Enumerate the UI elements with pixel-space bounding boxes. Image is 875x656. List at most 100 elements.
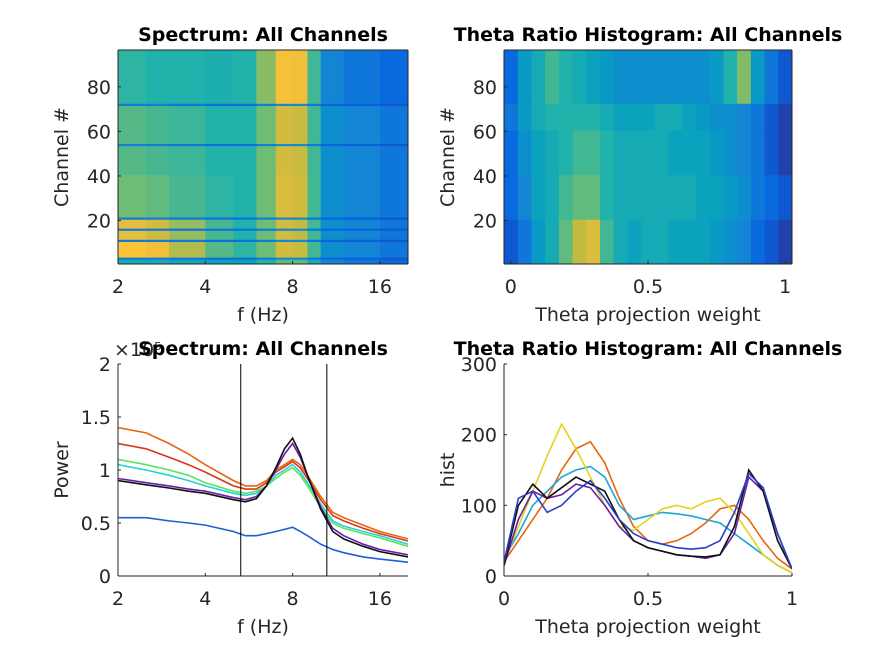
- x-tick-label: 8: [287, 276, 299, 298]
- heatmap-cell: [558, 130, 574, 176]
- heatmap-cell: [778, 50, 792, 104]
- y-exponent: ×10⁵: [114, 339, 162, 361]
- heatmap-cell: [545, 103, 560, 131]
- heatmap-cell: [379, 228, 408, 231]
- heatmap-cell: [118, 257, 147, 260]
- heatmap-cell: [205, 105, 234, 144]
- heatmap-cell: [572, 130, 587, 176]
- heatmap-cell: [169, 257, 206, 260]
- heatmap-cell: [586, 103, 601, 131]
- heatmap-cell: [307, 143, 322, 147]
- heatmap-cell: [343, 257, 381, 260]
- heatmap-cell: [343, 228, 381, 231]
- heatmap-cell: [750, 50, 766, 104]
- x-axis-label: Theta projection weight: [534, 304, 760, 326]
- heatmap-cell: [169, 239, 206, 243]
- heatmap-cell: [292, 145, 308, 176]
- heatmap-cell: [517, 103, 532, 131]
- heatmap-cell: [146, 230, 170, 240]
- heatmap-cell: [379, 219, 408, 229]
- heatmap-cell: [292, 239, 308, 243]
- heatmap-cell: [118, 217, 147, 220]
- heatmap-cell: [723, 50, 738, 104]
- heatmap-cell: [169, 259, 206, 264]
- heatmap-cell: [146, 145, 170, 176]
- heatmap-cell: [613, 130, 628, 176]
- heatmap-cell: [600, 50, 615, 104]
- heatmap-cell: [292, 143, 308, 147]
- heatmap-cell: [146, 219, 170, 229]
- heatmap-cell: [750, 103, 766, 131]
- heatmap-cell: [696, 103, 711, 131]
- heatmap-cell: [233, 105, 257, 144]
- heatmap-cell: [256, 259, 277, 264]
- heatmap-cell: [641, 130, 656, 176]
- heatmap-cell: [531, 219, 546, 264]
- heatmap-cell: [169, 105, 206, 144]
- heatmap-cell: [146, 50, 170, 104]
- heatmap-cell: [668, 130, 683, 176]
- heatmap-cell: [320, 257, 345, 260]
- heatmap-cell: [750, 174, 766, 220]
- heatmap-cell: [379, 145, 408, 176]
- heatmap-cell: [307, 217, 322, 220]
- heatmap-cell: [169, 145, 206, 176]
- heatmap-cell: [764, 103, 779, 131]
- heatmap-cell: [531, 130, 546, 176]
- x-tick-label: 16: [368, 588, 392, 610]
- heatmap-cell: [558, 50, 574, 104]
- heatmap-cell: [545, 219, 560, 264]
- heatmap-cell: [146, 259, 170, 264]
- heatmap-cell: [146, 217, 170, 220]
- heatmap-cell: [275, 217, 294, 220]
- y-tick-label: 60: [473, 121, 497, 143]
- heatmap-cell: [292, 103, 308, 107]
- heatmap-cell: [169, 143, 206, 147]
- heatmap-cell: [682, 130, 697, 176]
- heatmap-cell: [320, 50, 345, 104]
- y-tick-label: 80: [87, 77, 111, 99]
- heatmap-cell: [531, 174, 546, 220]
- heatmap-cell: [233, 239, 257, 243]
- y-tick-label: 0: [485, 566, 497, 588]
- heatmap-cell: [118, 105, 147, 144]
- heatmap-cell: [275, 143, 294, 147]
- heatmap-cell: [118, 50, 147, 104]
- heatmap-cell: [343, 103, 381, 107]
- heatmap-cell: [343, 241, 381, 258]
- heatmap-cell: [600, 103, 615, 131]
- heatmap-cell: [233, 259, 257, 264]
- heatmap-cell: [275, 257, 294, 260]
- heatmap-cell: [517, 219, 532, 264]
- y-axis-label: Power: [51, 441, 73, 499]
- x-tick-label: 0.5: [633, 588, 663, 610]
- heatmap-cell: [627, 103, 642, 131]
- heatmap-cell: [118, 143, 147, 147]
- heatmap-cell: [737, 174, 752, 220]
- heatmap-cell: [307, 219, 322, 229]
- heatmap-cell: [292, 219, 308, 229]
- heatmap-cell: [233, 228, 257, 231]
- heatmap-cell: [586, 130, 601, 176]
- heatmap-cell: [627, 219, 642, 264]
- series-line: [118, 442, 408, 542]
- heatmap-cell: [778, 103, 792, 131]
- heatmap-cell: [517, 50, 532, 104]
- heatmap-cell: [723, 174, 738, 220]
- heatmap-cell: [275, 259, 294, 264]
- heatmap-cell: [307, 228, 322, 231]
- heatmap-cell: [343, 239, 381, 243]
- y-tick-label: 1: [99, 460, 111, 482]
- heatmap-cell: [641, 103, 656, 131]
- heatmap-cell: [572, 103, 587, 131]
- chart-title: Spectrum: All Channels: [138, 338, 388, 360]
- heatmap-cell: [320, 239, 345, 243]
- x-tick-label: 0.5: [633, 276, 663, 298]
- heatmap-cell: [256, 174, 277, 218]
- heatmap-cell: [764, 50, 779, 104]
- y-tick-label: 40: [473, 166, 497, 188]
- heatmap-cell: [641, 219, 656, 264]
- heatmap-cell: [275, 145, 294, 176]
- heatmap-cell: [343, 145, 381, 176]
- x-tick-label: 0: [505, 276, 517, 298]
